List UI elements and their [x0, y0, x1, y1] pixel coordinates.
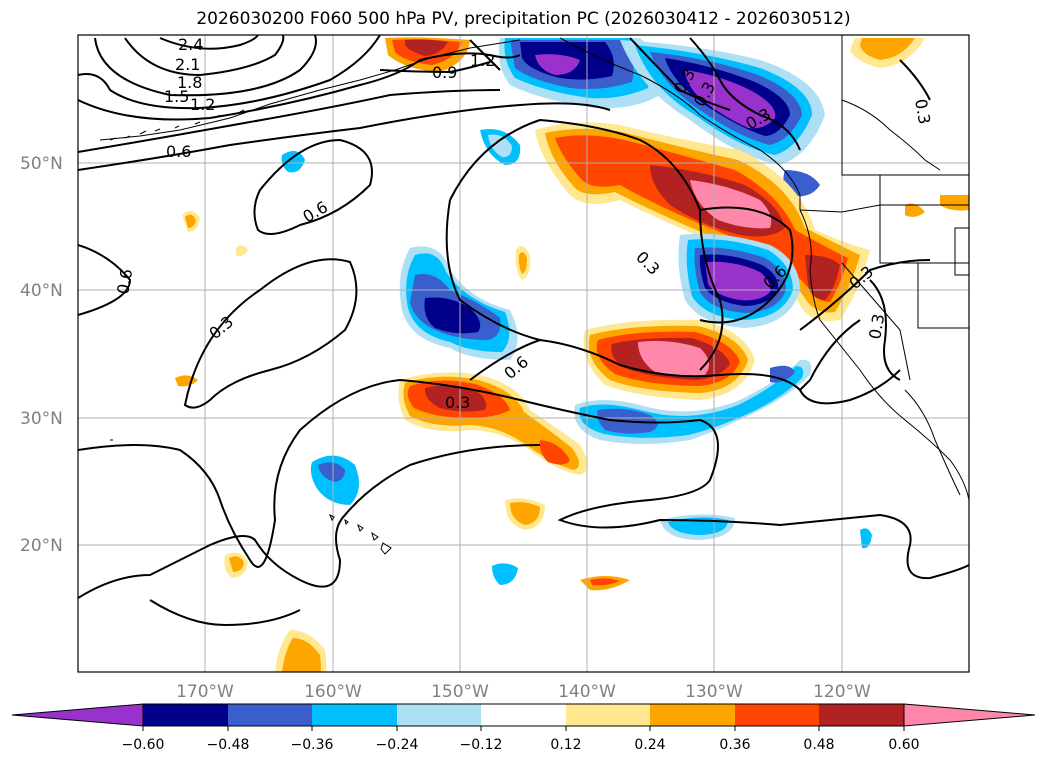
colorbar-tick-label: −0.60 — [122, 737, 165, 753]
lon-label-160w: 160°W — [304, 682, 362, 702]
colorbar-tick-label: 0.36 — [719, 737, 750, 753]
pc-positive-blob-small-h-inner — [518, 252, 527, 274]
colorbar-bin — [312, 704, 397, 726]
pc-negative-blob-bc — [620, 40, 825, 165]
pc-negative-blob-small-2 — [281, 151, 305, 173]
pc-positive-blob-small-a-inner — [510, 502, 540, 525]
contour-label: 2.4 — [178, 35, 203, 54]
colorbar-bin — [566, 704, 650, 726]
lat-label-30n: 30°N — [20, 409, 63, 429]
colorbar-tick-label: −0.36 — [291, 737, 334, 753]
contour-label: 2.1 — [175, 55, 200, 74]
lon-label-130w: 130°W — [685, 682, 743, 702]
contour-label: 0.3 — [445, 393, 470, 412]
colorbar-bin — [397, 704, 481, 726]
contour-label: 0.6 — [113, 267, 136, 295]
pc-negative-blob-small-d — [492, 563, 518, 585]
lon-label-150w: 150°W — [431, 682, 489, 702]
pc-positive-blob-small-j — [905, 203, 925, 217]
map-panel: 2.4 2.1 1.8 1.5 1.2 1.2 0.9 0.6 0.6 0.6 … — [78, 35, 969, 672]
pc-negative-blob-ca — [678, 233, 800, 328]
lat-label-20n: 20°N — [20, 536, 63, 556]
map-title: 2026030200 F060 500 hPa PV, precipitatio… — [196, 9, 851, 29]
lon-label-120w: 120°W — [813, 682, 871, 702]
contour-label: 1.8 — [177, 73, 202, 92]
colorbar-bin — [650, 704, 735, 726]
pc-positive-blob-small-m — [236, 245, 248, 256]
pc-positive-blob-north — [385, 37, 470, 72]
latitude-labels: 50°N 40°N 30°N 20°N — [20, 154, 63, 556]
colorbar-tick-label: −0.12 — [460, 737, 503, 753]
pc-positive-blob-small-c-inner — [590, 578, 620, 586]
colorbar-bin — [819, 704, 904, 726]
pc-positive-blob-small-f-inner — [282, 638, 321, 672]
pc-positive-blob-small-k — [940, 195, 969, 211]
lat-label-50n: 50°N — [20, 154, 63, 174]
lon-label-140w: 140°W — [558, 682, 616, 702]
colorbar-bin — [735, 704, 819, 726]
pc-negative-blob-gulf-alaska — [498, 38, 661, 109]
colorbar-tick-label: 0.24 — [634, 737, 665, 753]
contour-label: 1.2 — [190, 95, 215, 114]
colorbar-bin — [481, 704, 566, 726]
colorbar: −0.60 −0.48 −0.36 −0.24 −0.12 0.12 0.24 … — [11, 703, 1036, 753]
pc-positive-blob-central — [398, 372, 588, 475]
colorbar-tick-label: −0.48 — [207, 737, 250, 753]
colorbar-tick-label: 0.60 — [888, 737, 919, 753]
pc-negative-blob-hawaii — [310, 455, 359, 505]
colorbar-extend-high — [903, 703, 1036, 727]
pc-negative-blob-small-l — [860, 528, 872, 549]
contour-label: 1.5 — [164, 87, 189, 106]
lon-label-170w: 170°W — [176, 682, 234, 702]
lat-label-40n: 40°N — [20, 281, 63, 301]
contour-label: 0.3 — [911, 97, 934, 125]
colorbar-bin — [228, 704, 312, 726]
colorbar-tick-label: 0.12 — [550, 737, 581, 753]
pv-contours — [78, 35, 969, 627]
colorbar-tick-label: −0.24 — [376, 737, 419, 753]
longitude-labels: 170°W 160°W 150°W 140°W 130°W 120°W — [176, 682, 871, 702]
contour-label: 0.3 — [865, 312, 888, 340]
pc-negative-blob-small-1b — [488, 134, 512, 158]
colorbar-tick-label: 0.48 — [803, 737, 834, 753]
pc-positive-blob-small-e-inner — [229, 556, 244, 572]
contour-label: 1.2 — [470, 51, 495, 70]
contour-label: 0.9 — [432, 63, 457, 82]
colorbar-extend-low — [11, 703, 144, 727]
contour-label: 0.6 — [166, 142, 191, 161]
pc-negative-blob-mid-pacific — [399, 246, 518, 360]
colorbar-bin — [143, 704, 228, 726]
map-frame — [77, 34, 970, 673]
pc-positive-blob-ne-inner — [860, 38, 915, 60]
pc-positive-blob-small-g-inner — [185, 214, 196, 228]
